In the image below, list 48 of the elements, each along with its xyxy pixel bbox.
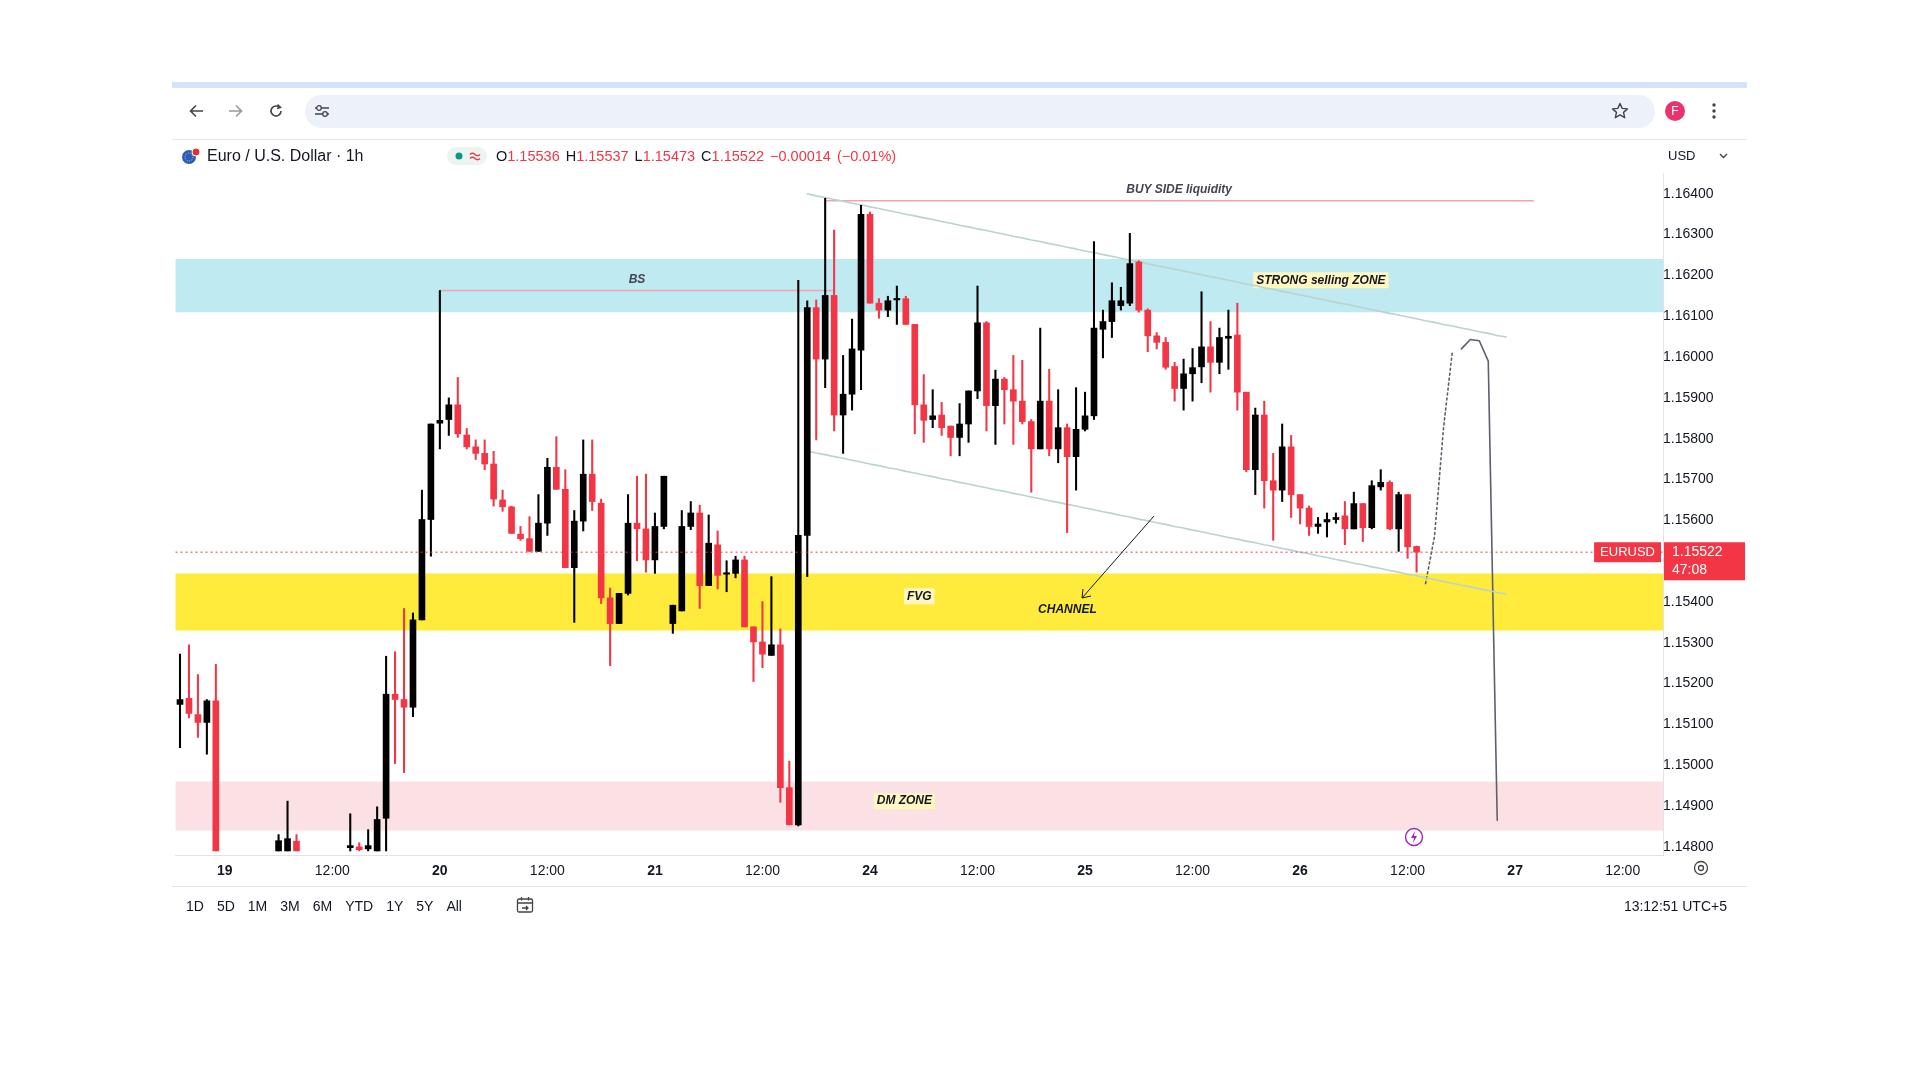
band-label: STRONG selling ZONE [1256,272,1387,287]
text: 1.15522 [1672,543,1723,560]
x-tick-label: 19 [217,862,233,879]
text: 47:08 [1672,561,1708,578]
x-tick-label: 12:00 [1605,862,1641,879]
chart-subtitle: O1.15536 H1.15537 L1.15473 C1.15522 −0.00014 (−0.01%) [496,147,897,165]
candlestick [723,560,730,593]
x-tick-label: 12:00 [959,862,996,879]
series-label: BUY SIDE liquidity [1126,182,1234,197]
y-tick-label: 1.16300 [1663,225,1714,242]
text: 13:12:51 UTC+5 [1623,897,1727,915]
y-tick-label: 1.14800 [1663,837,1714,854]
y-tick-label: 1.16400 [1663,184,1714,201]
y-tick-label: 1.15700 [1663,470,1714,487]
x-tick-label: 21 [647,862,663,879]
x-tick-label: 12:00 [314,862,351,879]
x-tick-label: 12:00 [1175,862,1211,879]
x-tick-label: 12:00 [1390,862,1426,879]
annotation: CHANNEL [1038,602,1097,617]
y-tick-label: 1.15900 [1663,388,1714,405]
y-tick-label: 1.16200 [1663,266,1714,283]
y-tick-label: 1.15400 [1663,592,1714,609]
candlestick [615,593,623,624]
line-series [1424,350,1454,585]
text: 1D 5D 1M 3M 6M YTD 1Y 5Y All [186,898,462,914]
x-tick-label: 27 [1507,862,1524,879]
band-label: DM ZONE [876,793,934,808]
x-tick-label: 25 [1077,862,1094,879]
x-tick-label: 20 [432,862,448,879]
x-tick-label: 12:00 [744,862,781,879]
y-tick-label: 1.15200 [1663,674,1714,691]
ref-line-label: EURUSD [1600,543,1656,559]
series-label: BS [628,271,646,286]
x-tick-label: 26 [1292,862,1309,879]
y-axis-title: USD [1668,148,1696,164]
y-tick-label: 1.15100 [1663,715,1714,732]
y-tick-label: 1.14900 [1663,796,1714,813]
y-tick-label: 1.16100 [1663,307,1714,324]
x-tick-label: 12:00 [529,862,566,879]
y-tick-label: 1.15800 [1663,429,1714,446]
y-tick-label: 1.15600 [1663,511,1714,528]
y-tick-label: 1.15300 [1663,633,1714,650]
y-tick-label: 1.15000 [1663,756,1714,773]
profile-avatar: F [1665,101,1685,121]
band-label: FVG [906,588,932,603]
chart-title: Euro / U.S. Dollar · 1h [207,146,364,166]
x-tick-label: 24 [862,862,878,879]
y-tick-label: 1.16000 [1663,347,1714,364]
